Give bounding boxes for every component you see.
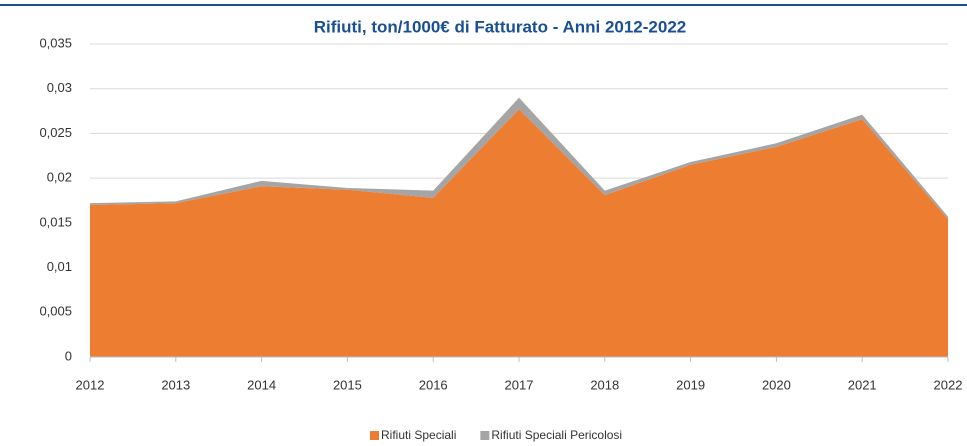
chart-title: Rifiuti, ton/1000€ di Fatturato - Anni 2…: [314, 17, 687, 36]
y-tick-label: 0: [65, 348, 72, 363]
x-tick-label: 2012: [76, 377, 105, 392]
legend-label: Rifiuti Speciali Pericolosi: [491, 428, 622, 442]
x-tick-label: 2018: [590, 377, 619, 392]
y-tick-label: 0,03: [47, 80, 72, 95]
legend-swatch: [480, 431, 490, 440]
x-tick-label: 2019: [676, 377, 705, 392]
y-tick-label: 0,025: [39, 125, 72, 140]
y-tick-label: 0,035: [39, 35, 72, 50]
x-tick-label: 2014: [247, 377, 276, 392]
x-tick-label: 2016: [419, 377, 448, 392]
legend-label: Rifiuti Speciali: [381, 428, 456, 442]
y-tick-label: 0,02: [47, 170, 72, 185]
legend-swatch: [370, 431, 379, 440]
x-tick-label: 2020: [762, 377, 791, 392]
x-tick-label: 2022: [934, 377, 963, 392]
y-tick-label: 0,005: [39, 304, 72, 319]
y-tick-label: 0,01: [47, 259, 72, 274]
area: [90, 109, 948, 357]
y-tick-label: 0,015: [39, 214, 72, 229]
x-tick-label: 2017: [505, 377, 534, 392]
x-tick-label: 2015: [333, 377, 362, 392]
x-tick-label: 2021: [848, 377, 877, 392]
x-tick-label: 2013: [161, 377, 190, 392]
